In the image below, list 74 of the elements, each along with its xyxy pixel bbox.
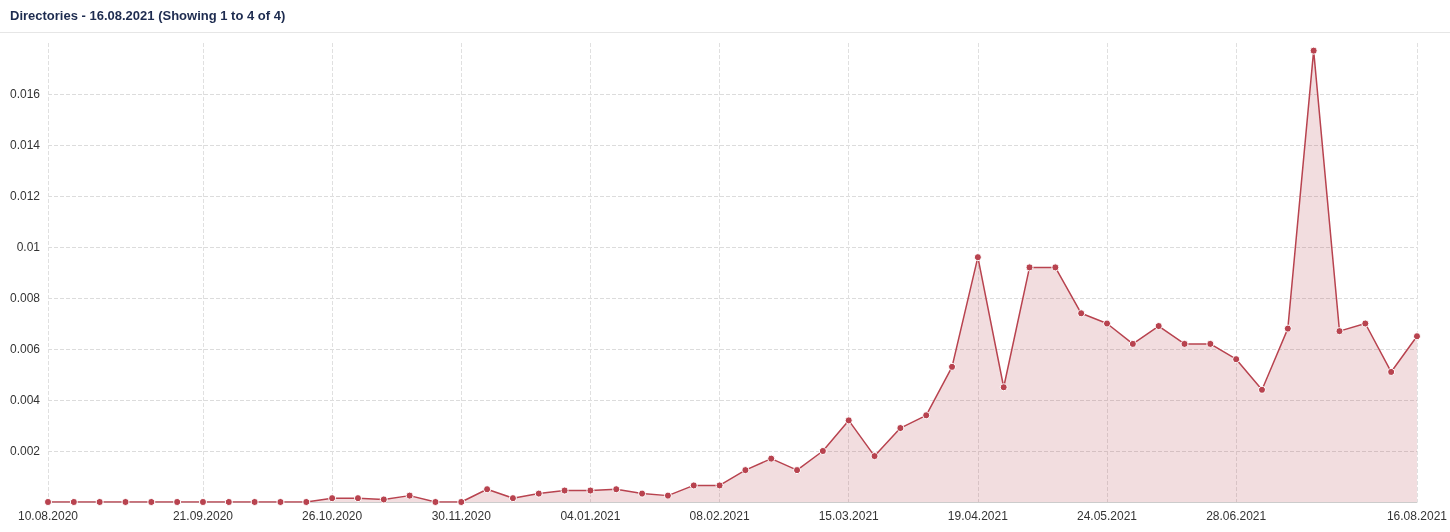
x-tick-label: 26.10.2020 xyxy=(302,509,363,523)
point xyxy=(121,498,130,506)
point xyxy=(612,485,621,494)
point xyxy=(95,498,104,506)
point xyxy=(1412,332,1421,341)
point xyxy=(844,416,853,425)
point xyxy=(534,489,543,498)
x-tick-label: 19.04.2021 xyxy=(947,509,1009,523)
point xyxy=(224,498,233,506)
point xyxy=(560,486,569,495)
point xyxy=(1206,339,1215,348)
point xyxy=(1232,355,1241,364)
point xyxy=(1154,322,1163,331)
point xyxy=(973,253,982,262)
point xyxy=(663,491,672,500)
y-tick-label: 0.016 xyxy=(9,87,41,101)
x-tick-label: 21.09.2020 xyxy=(172,509,234,523)
x-tick-label: 16.08.2021 xyxy=(1386,509,1448,523)
x-tick-label: 15.03.2021 xyxy=(818,509,880,523)
point xyxy=(1051,263,1060,272)
point xyxy=(379,495,388,504)
x-tick-label: 28.06.2021 xyxy=(1206,509,1267,523)
point xyxy=(1361,319,1370,328)
point xyxy=(44,498,52,506)
point xyxy=(818,447,827,455)
point xyxy=(250,498,259,506)
point xyxy=(1335,327,1344,336)
y-tick-label: 0.014 xyxy=(9,138,41,152)
point xyxy=(793,466,802,475)
point xyxy=(870,452,879,461)
point xyxy=(198,498,207,506)
point xyxy=(896,424,905,433)
x-tick-label: 04.01.2021 xyxy=(560,509,621,523)
point xyxy=(1180,339,1189,348)
point xyxy=(508,494,517,503)
point xyxy=(328,494,337,503)
point xyxy=(1103,319,1112,328)
point xyxy=(948,362,957,371)
point xyxy=(638,489,647,498)
x-tick-label: 08.02.2021 xyxy=(689,509,750,523)
y-tick-label: 0.004 xyxy=(9,393,41,407)
point xyxy=(689,481,698,490)
point xyxy=(1258,385,1266,394)
point xyxy=(302,498,311,506)
y-tick-label: 0.002 xyxy=(9,444,41,458)
point xyxy=(922,411,931,420)
point xyxy=(69,498,78,506)
point xyxy=(1077,309,1086,318)
point xyxy=(767,454,776,463)
y-tick-label: 0.006 xyxy=(9,342,41,356)
x-tick-label: 24.05.2021 xyxy=(1076,509,1138,523)
point xyxy=(1283,324,1292,333)
point xyxy=(1128,339,1137,348)
y-tick-label: 0.008 xyxy=(9,291,41,305)
x-tick-label: 30.11.2020 xyxy=(431,509,492,523)
point xyxy=(586,486,595,495)
y-tick-label: 0.012 xyxy=(9,189,41,203)
point xyxy=(431,498,440,506)
point xyxy=(999,383,1008,392)
point xyxy=(276,498,285,506)
x-tick-label: 10.08.2020 xyxy=(17,509,79,523)
point xyxy=(715,481,724,490)
point xyxy=(1387,367,1396,376)
point xyxy=(173,498,182,506)
point xyxy=(741,466,750,475)
point xyxy=(483,485,492,494)
point xyxy=(457,498,466,506)
point xyxy=(1025,263,1034,272)
chart-title: Directories - 16.08.2021 (Showing 1 to 4 of 4) xyxy=(0,0,1450,33)
y-tick-label: 0.01 xyxy=(16,240,41,254)
point xyxy=(405,491,414,500)
point xyxy=(1309,46,1318,55)
point xyxy=(353,494,362,503)
point xyxy=(147,498,156,506)
